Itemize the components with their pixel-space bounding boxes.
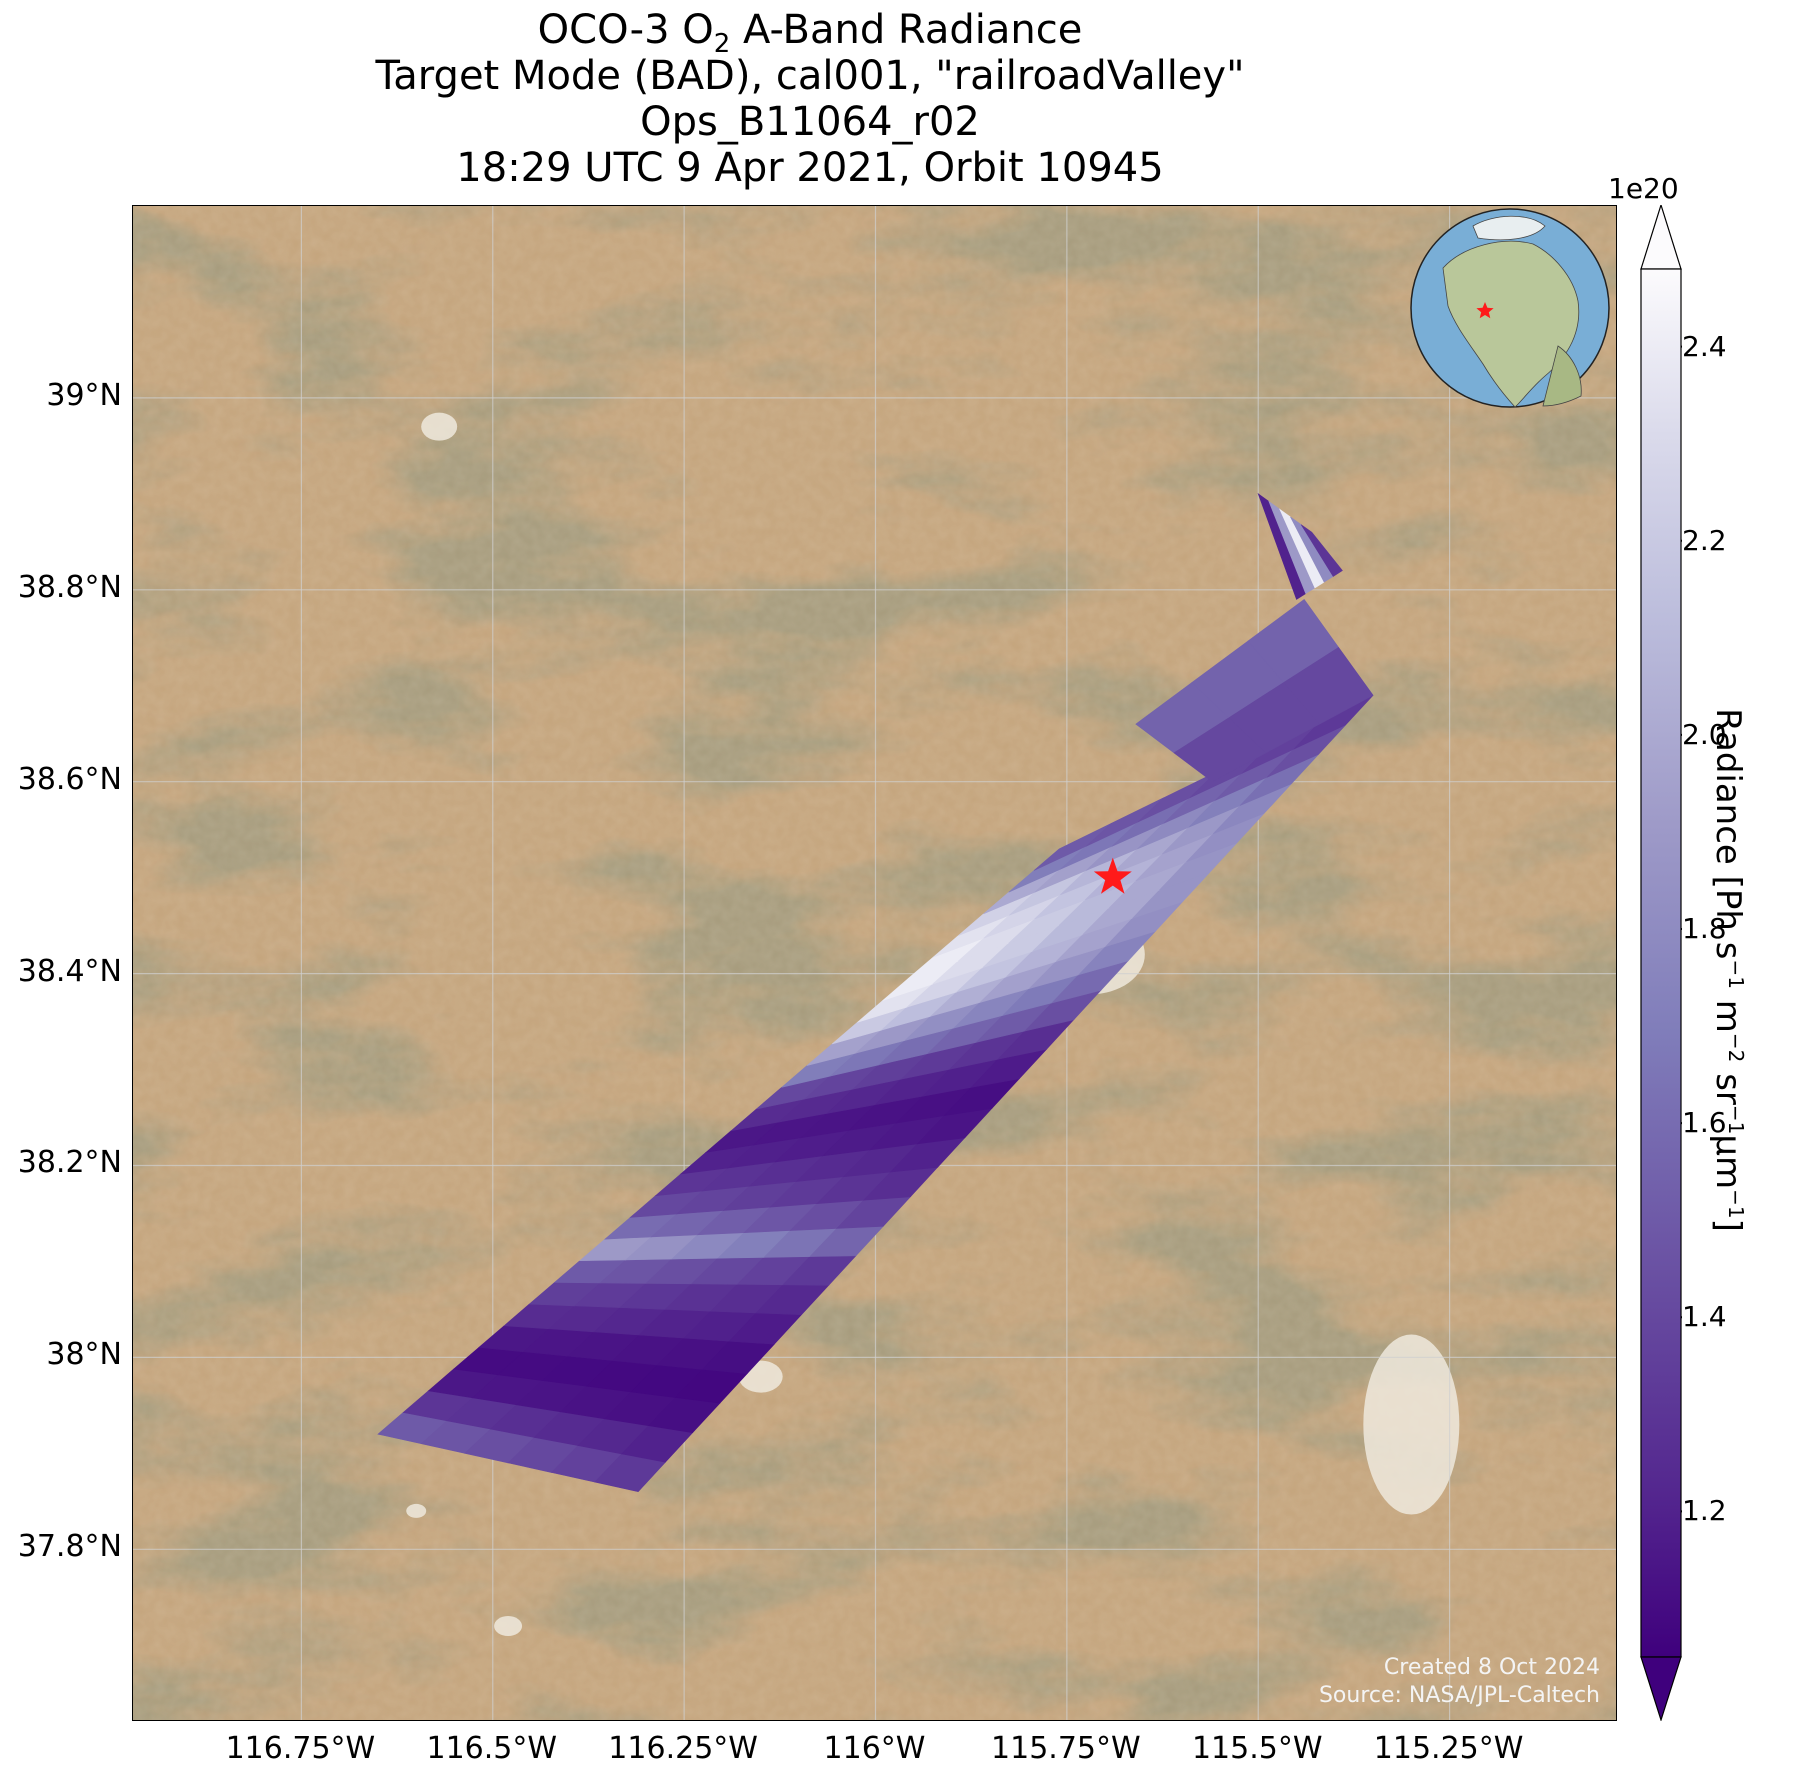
colorbar-label-sup: −2: [1724, 1032, 1749, 1063]
colorbar-tick-label: 2.4: [1682, 329, 1727, 363]
playa-patch: [406, 1503, 427, 1518]
latitude-tick-label: 39°N: [46, 377, 122, 413]
created-credit: Created 8 Oct 2024: [1383, 1655, 1600, 1680]
longitude-tick-label: 116.5°W: [426, 1731, 558, 1766]
tip-swath-footprint: [1283, 646, 1374, 725]
globe-north-america: [1442, 240, 1580, 408]
colorbar-extend-top: [1640, 205, 1682, 270]
colorbar-tick-label: 1.6: [1682, 1106, 1727, 1140]
gridlines: [133, 206, 1616, 1720]
playa-patch: [421, 412, 458, 441]
radiance-swath-layer: [377, 492, 1374, 1493]
colorbar-label-sup: −1: [1724, 1189, 1749, 1219]
colorbar-tick-label: 1.8: [1682, 912, 1727, 946]
playa-patch: [494, 1616, 523, 1637]
title-line-3: Ops_B11064_r02: [640, 99, 980, 145]
map-panel[interactable]: Created 8 Oct 2024 Source: NASA/JPL-Calt…: [132, 205, 1617, 1721]
colorbar-label-part: m: [1707, 988, 1748, 1033]
secondary-swath-footprint: [1300, 524, 1343, 577]
target-star-icon: [1093, 857, 1132, 894]
title-line-2: Target Mode (BAD), cal001, "railroadVall…: [375, 53, 1245, 99]
colorbar-label-part: μm: [1707, 1134, 1748, 1190]
longitude-tick-label: 116°W: [823, 1731, 926, 1766]
target-marker-layer: [1093, 857, 1132, 894]
colorbar-tick-label: 2.2: [1682, 523, 1727, 557]
globe-target-star-icon: [1476, 302, 1494, 319]
source-credit: Source: NASA/JPL-Caltech: [1318, 1683, 1600, 1708]
colorbar-label-sup: −1: [1724, 959, 1749, 989]
title-line-1-suffix: A-Band Radiance: [730, 7, 1083, 53]
colorbar-gradient: [1640, 268, 1682, 1658]
latitude-tick-label: 38.6°N: [17, 761, 122, 797]
colorbar-label-sup: −1: [1724, 1104, 1749, 1135]
latitude-tick-label: 38.8°N: [17, 569, 122, 605]
colorbar-exponent: 1e20: [1608, 172, 1679, 205]
latitude-tick-label: 37.8°N: [17, 1529, 122, 1565]
title-line-4: 18:29 UTC 9 Apr 2021, Orbit 10945: [456, 145, 1164, 191]
globe-south-america: [1542, 345, 1582, 407]
colorbar-label-part: ]: [1707, 1218, 1748, 1232]
colorbar-label: Radiance [Ph s−1 m−2 sr−1μm−1]: [1708, 708, 1748, 1232]
longitude-tick-label: 115.5°W: [1191, 1731, 1323, 1766]
latitude-tick-label: 38.2°N: [17, 1145, 122, 1181]
colorbar-tick-label: 1.2: [1682, 1494, 1727, 1528]
title-line-1-prefix: OCO-3 O: [537, 7, 714, 53]
globe-inset: [1410, 208, 1610, 408]
globe-arctic: [1472, 215, 1546, 241]
colorbar-tick-label: 2.0: [1682, 717, 1727, 751]
longitude-tick-label: 115.25°W: [1373, 1731, 1524, 1766]
longitude-tick-label: 116.25°W: [608, 1731, 758, 1766]
map-canvas[interactable]: [133, 206, 1617, 1721]
title-line-1: OCO-3 O2 A-Band Radiance: [0, 8, 1620, 66]
colorbar-label-part: sr: [1707, 1062, 1748, 1105]
playa-patch: [1363, 1334, 1460, 1515]
colorbar-extend-bottom: [1640, 1656, 1682, 1721]
colorbar-tick-label: 1.4: [1682, 1300, 1727, 1334]
colorbar-tick-marks: [1681, 345, 1682, 1513]
longitude-tick-label: 116.75°W: [225, 1731, 376, 1766]
terrain-grain: [133, 206, 1616, 1720]
latitude-tick-label: 38.4°N: [17, 953, 122, 989]
latitude-tick-label: 38°N: [46, 1337, 122, 1373]
title-subscript: 2: [713, 29, 731, 59]
longitude-tick-label: 115.75°W: [991, 1731, 1141, 1766]
colorbar: [1640, 205, 1682, 1721]
colorbar-label-part: Radiance [Ph s: [1707, 708, 1748, 960]
